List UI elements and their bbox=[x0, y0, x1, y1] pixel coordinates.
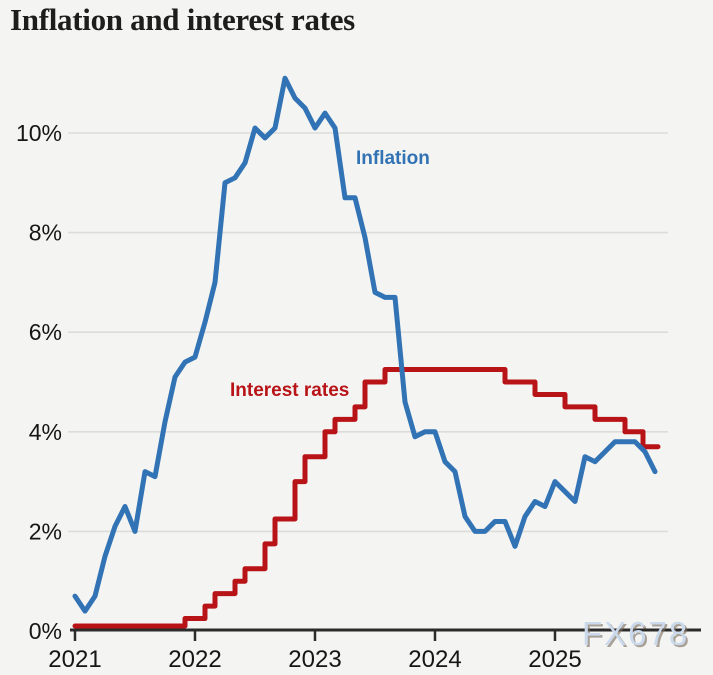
fx678-watermark: FX678 bbox=[582, 615, 690, 652]
inflation-line bbox=[72, 75, 658, 614]
y-tick-label: 2% bbox=[29, 518, 62, 544]
y-tick-label: 4% bbox=[29, 419, 62, 445]
y-tick-label: 10% bbox=[16, 120, 62, 146]
interest-rates-series-label: Interest rates bbox=[230, 380, 349, 401]
interest-rates-line bbox=[72, 367, 661, 629]
y-tick-label: 6% bbox=[29, 319, 62, 345]
x-tick-label: 2021 bbox=[48, 646, 101, 673]
inflation-series-label: Inflation bbox=[356, 148, 430, 169]
y-tick-label: 8% bbox=[29, 220, 62, 246]
axis-layer: 2021 2022 2023 2024 2025 bbox=[48, 628, 701, 673]
gridlines-layer: 0% 2% 4% 6% 8% 10% bbox=[16, 120, 668, 644]
series-layer bbox=[72, 75, 661, 629]
chart-title: Inflation and interest rates bbox=[10, 2, 355, 37]
x-tick-label: 2023 bbox=[288, 646, 341, 673]
x-tick-label: 2022 bbox=[168, 646, 221, 673]
y-tick-label: 0% bbox=[29, 618, 62, 644]
x-tick-label: 2024 bbox=[408, 646, 461, 673]
x-tick-label: 2025 bbox=[528, 646, 581, 673]
